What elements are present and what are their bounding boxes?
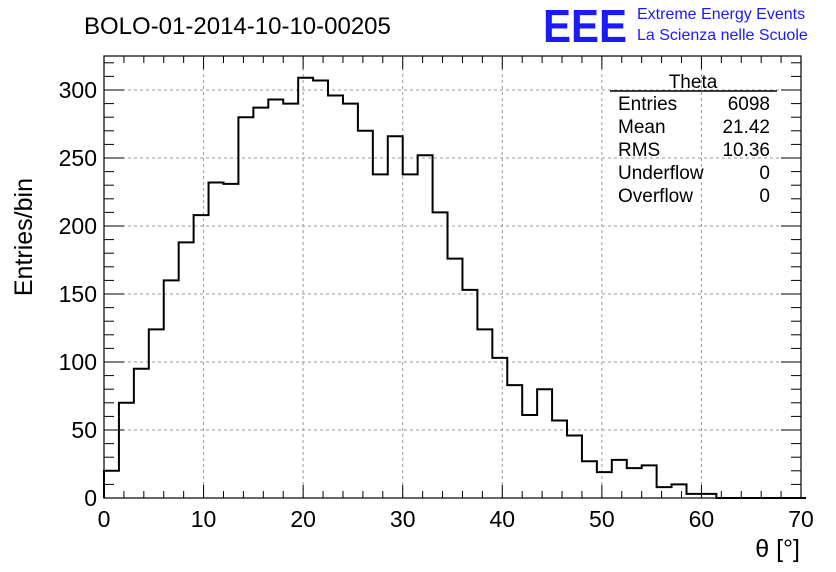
stats-value: 21.42 xyxy=(722,117,770,138)
stats-value: 10.36 xyxy=(722,140,770,161)
y-tick-label: 150 xyxy=(59,281,97,307)
stats-label: Overflow xyxy=(618,186,693,207)
x-tick-label: 60 xyxy=(689,506,715,532)
y-tick-label: 100 xyxy=(59,349,97,375)
axis-ticks xyxy=(103,56,802,499)
stats-rows: Entries 6098 Mean 21.42 RMS 10.36 Underflow 0 Ov… xyxy=(618,94,770,207)
chart-title: BOLO-01-2014-10-10-00205 xyxy=(84,13,391,40)
y-tick-label: 200 xyxy=(59,213,97,239)
stats-title: Theta xyxy=(669,72,718,93)
y-tick-labels: 0 50 100 150 200 250 300 xyxy=(59,77,97,511)
grid-lines xyxy=(104,56,801,498)
eee-logo: EEE Extreme Energy Events La Scienza nel… xyxy=(543,0,808,52)
stats-label: Mean xyxy=(618,117,666,138)
x-axis-label: θ [°] xyxy=(755,535,800,563)
x-tick-label: 70 xyxy=(788,506,814,532)
plot-frame xyxy=(103,55,802,499)
y-tick-label: 300 xyxy=(59,77,97,103)
stats-value: 0 xyxy=(759,163,770,184)
y-axis-label: Entries/bin xyxy=(10,178,38,296)
stats-label: RMS xyxy=(618,140,660,161)
stats-label: Entries xyxy=(618,94,677,115)
logo-line-2: La Scienza nelle Scuole xyxy=(637,27,808,44)
x-tick-label: 10 xyxy=(191,506,217,532)
logo-mark: EEE xyxy=(543,0,627,52)
y-tick-label: 250 xyxy=(59,145,97,171)
x-tick-label: 20 xyxy=(290,506,316,532)
logo-line-1: Extreme Energy Events xyxy=(637,6,805,23)
x-tick-labels: 0 10 20 30 40 50 60 70 xyxy=(98,506,814,532)
stats-label: Underflow xyxy=(618,163,704,184)
x-tick-label: 40 xyxy=(489,506,515,532)
stats-box: Theta Entries 6098 Mean 21.42 RMS 10.36 Underf… xyxy=(610,72,777,207)
stats-value: 6098 xyxy=(728,94,770,115)
y-tick-label: 0 xyxy=(84,485,97,511)
histogram-series xyxy=(103,76,806,499)
stats-value: 0 xyxy=(759,186,770,207)
x-tick-label: 0 xyxy=(98,506,111,532)
x-tick-label: 30 xyxy=(390,506,416,532)
x-tick-label: 50 xyxy=(589,506,615,532)
y-tick-label: 50 xyxy=(71,417,97,443)
